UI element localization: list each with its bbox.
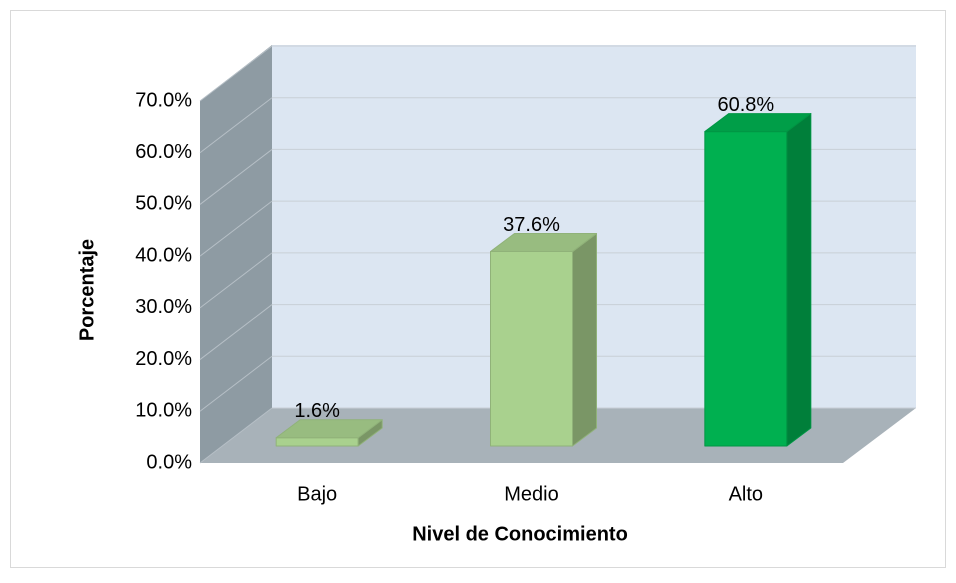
bar-front xyxy=(490,251,573,447)
side-wall xyxy=(200,45,272,463)
side-grid-line xyxy=(199,97,273,154)
bar xyxy=(704,113,812,447)
y-tick-label: 0.0% xyxy=(146,451,192,473)
bar-top xyxy=(275,419,383,439)
x-tick-label: Alto xyxy=(729,483,763,505)
side-grid-line xyxy=(199,407,273,464)
side-grid-line xyxy=(199,355,273,412)
side-grid-line xyxy=(199,149,273,205)
bar xyxy=(275,419,383,447)
y-axis-title: Porcentaje xyxy=(76,239,98,341)
bar xyxy=(490,233,597,447)
y-tick-label: 50.0% xyxy=(135,193,192,215)
bar-front xyxy=(704,131,788,447)
x-axis-title: Nivel de Conocimiento xyxy=(412,523,628,545)
x-tick-label: Medio xyxy=(504,483,558,505)
bar-top xyxy=(490,233,597,253)
side-grid-line xyxy=(199,304,273,360)
y-tick-label: 10.0% xyxy=(135,400,192,422)
bar-front xyxy=(275,437,359,447)
y-tick-label: 30.0% xyxy=(135,296,192,318)
side-grid-line xyxy=(199,252,273,309)
data-label: 60.8% xyxy=(717,94,774,116)
bar-side xyxy=(572,233,597,447)
side-grid-line xyxy=(199,200,273,257)
data-label: 37.6% xyxy=(503,214,560,236)
y-tick-label: 70.0% xyxy=(135,89,192,111)
y-tick-label: 40.0% xyxy=(135,244,192,266)
bar-side xyxy=(786,113,812,447)
bar-top xyxy=(704,113,812,133)
side-grid-line xyxy=(199,45,273,102)
x-tick-label: Bajo xyxy=(297,483,337,505)
y-tick-label: 20.0% xyxy=(135,348,192,370)
data-label: 1.6% xyxy=(294,400,340,422)
y-tick-label: 60.0% xyxy=(135,141,192,163)
